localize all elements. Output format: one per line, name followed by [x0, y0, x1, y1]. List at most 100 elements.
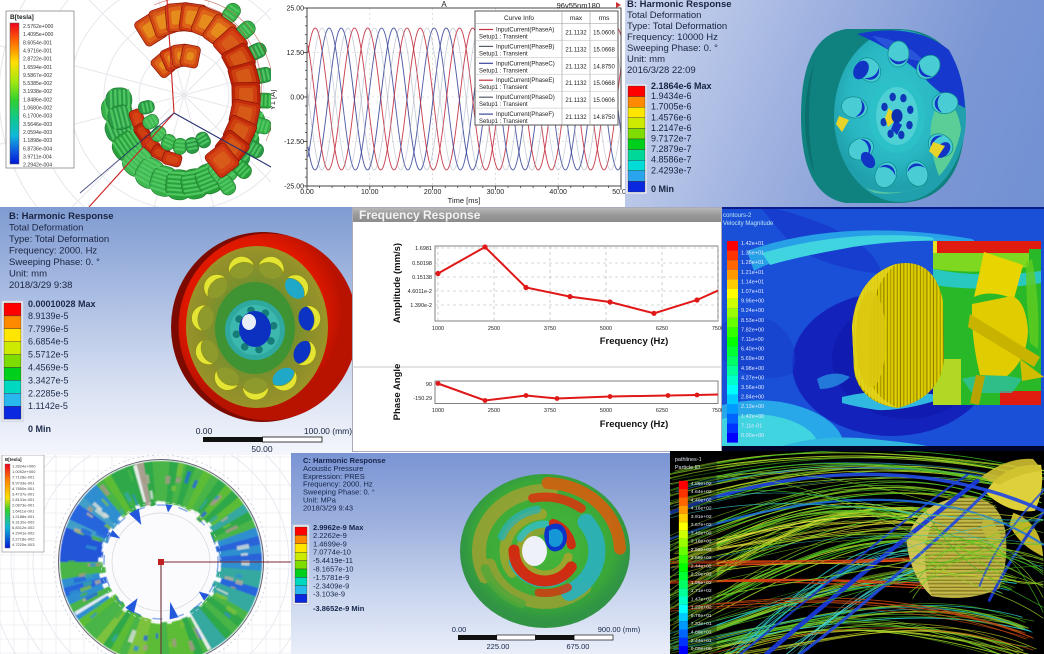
svg-text:7.2879e-7: 7.2879e-7: [651, 144, 692, 154]
svg-text:2.8722e-001: 2.8722e-001: [23, 57, 52, 63]
svg-text:4.40e+02: 4.40e+02: [691, 497, 712, 503]
svg-text:3750: 3750: [544, 408, 556, 414]
svg-text:90: 90: [426, 382, 432, 388]
svg-text:3.4737e-001: 3.4737e-001: [12, 492, 35, 497]
svg-text:40.00: 40.00: [549, 189, 567, 196]
svg-text:3.67e+02: 3.67e+02: [691, 522, 712, 528]
svg-text:2.0594e-003: 2.0594e-003: [23, 130, 52, 136]
svg-text:3.3427e-5: 3.3427e-5: [28, 375, 69, 385]
svg-text:C: Harmonic Response: C: Harmonic Response: [303, 456, 386, 465]
svg-text:4.89e+02: 4.89e+02: [691, 481, 712, 487]
svg-text:-2.3409e-9: -2.3409e-9: [313, 581, 349, 590]
svg-text:7.7996e-5: 7.7996e-5: [28, 324, 69, 334]
svg-text:contours-2: contours-2: [723, 213, 752, 219]
svg-text:14.8750: 14.8750: [593, 64, 615, 70]
svg-text:7.33e+01: 7.33e+01: [691, 621, 712, 627]
svg-text:3.5646e-003: 3.5646e-003: [23, 122, 52, 128]
svg-text:InputCurrent(PhaseE): InputCurrent(PhaseE): [496, 78, 554, 84]
svg-text:InputCurrent(PhaseC): InputCurrent(PhaseC): [496, 61, 555, 67]
svg-text:3.56e+00: 3.56e+00: [741, 385, 764, 391]
svg-text:2500: 2500: [488, 408, 500, 414]
svg-text:Particle ID: Particle ID: [675, 465, 700, 471]
svg-text:21.1132: 21.1132: [565, 81, 587, 87]
svg-text:6250: 6250: [656, 408, 668, 414]
svg-text:-1.5781e-9: -1.5781e-9: [313, 573, 349, 582]
svg-text:6.8312e-002: 6.8312e-002: [12, 525, 35, 530]
svg-text:0.00: 0.00: [196, 426, 213, 436]
svg-text:4.2941e-002: 4.2941e-002: [12, 531, 35, 536]
svg-text:15.0668: 15.0668: [593, 81, 615, 87]
svg-text:4.7220e-003: 4.7220e-003: [12, 542, 35, 547]
svg-text:1.2824e+000: 1.2824e+000: [12, 464, 36, 469]
svg-text:2.44e+02: 2.44e+02: [691, 563, 712, 569]
svg-text:B[tesla]: B[tesla]: [10, 14, 34, 21]
svg-text:0 Min: 0 Min: [651, 184, 674, 194]
svg-text:5.9733e-001: 5.9733e-001: [12, 480, 35, 485]
svg-text:1.6411e-001: 1.6411e-001: [12, 508, 35, 513]
svg-text:9.78e+01: 9.78e+01: [691, 613, 712, 619]
svg-text:B: Harmonic Response: B: Harmonic Response: [627, 0, 732, 10]
svg-text:2.0873e-001: 2.0873e-001: [12, 503, 35, 508]
svg-text:7.0774e-10: 7.0774e-10: [313, 548, 351, 557]
svg-text:2016/3/28 22:09: 2016/3/28 22:09: [627, 65, 696, 76]
svg-text:6.1700e-003: 6.1700e-003: [23, 114, 52, 120]
svg-text:Expression: PRES: Expression: PRES: [303, 472, 365, 481]
svg-text:0.00: 0.00: [290, 95, 304, 102]
svg-text:6.6854e-5: 6.6854e-5: [28, 337, 69, 347]
svg-text:2.2942e-004: 2.2942e-004: [23, 163, 52, 169]
svg-text:5000: 5000: [600, 326, 612, 332]
svg-text:1.71e+02: 1.71e+02: [691, 588, 712, 594]
svg-text:7500: 7500: [712, 408, 722, 414]
svg-text:0.00: 0.00: [300, 189, 314, 196]
svg-text:8.53e+00: 8.53e+00: [741, 318, 764, 324]
svg-text:-25.00: -25.00: [284, 184, 304, 191]
svg-text:InputCurrent(PhaseF): InputCurrent(PhaseF): [496, 112, 554, 118]
svg-text:4.16e+02: 4.16e+02: [691, 506, 712, 512]
svg-text:4.64e+02: 4.64e+02: [691, 489, 712, 495]
svg-text:Setup1 : Transient: Setup1 : Transient: [479, 102, 528, 108]
svg-text:20.00: 20.00: [424, 189, 442, 196]
svg-text:1.8486e-002: 1.8486e-002: [23, 97, 52, 103]
svg-text:9.7172e-7: 9.7172e-7: [651, 134, 692, 144]
svg-text:9.24e+00: 9.24e+00: [741, 308, 764, 314]
svg-text:1.35e+01: 1.35e+01: [741, 251, 764, 257]
svg-text:6.8736e-004: 6.8736e-004: [23, 146, 52, 152]
svg-text:1.96e+02: 1.96e+02: [691, 580, 712, 586]
svg-text:9.3132e-002: 9.3132e-002: [12, 520, 35, 525]
svg-text:7500: 7500: [712, 326, 722, 332]
svg-text:1.0680e-002: 1.0680e-002: [23, 106, 52, 112]
svg-text:6.40e+00: 6.40e+00: [741, 347, 764, 353]
svg-text:1000: 1000: [432, 326, 444, 332]
svg-text:1.4095e+000: 1.4095e+000: [23, 32, 54, 38]
svg-text:6250: 6250: [656, 326, 668, 332]
svg-text:Frequency: 2000. Hz: Frequency: 2000. Hz: [9, 246, 97, 257]
svg-text:Acoustic Pressure: Acoustic Pressure: [303, 464, 363, 473]
svg-text:2.2285e-5: 2.2285e-5: [28, 388, 69, 398]
svg-text:Unit: mm: Unit: mm: [627, 54, 665, 65]
svg-text:2018/3/29 9:38: 2018/3/29 9:38: [9, 280, 72, 291]
svg-text:rms: rms: [599, 15, 611, 22]
svg-text:-8.1657e-10: -8.1657e-10: [313, 565, 353, 574]
svg-text:Sweeping Phase: 0. °: Sweeping Phase: 0. °: [303, 488, 375, 497]
svg-text:7.11e-01: 7.11e-01: [741, 423, 762, 429]
svg-text:Setup1 : Transient: Setup1 : Transient: [479, 51, 528, 57]
svg-text:2.69e+02: 2.69e+02: [691, 555, 712, 561]
svg-text:7.11e+00: 7.11e+00: [741, 337, 764, 343]
svg-text:3.42e+02: 3.42e+02: [691, 530, 712, 536]
svg-text:1.22e+02: 1.22e+02: [691, 605, 712, 611]
svg-text:1.47e+02: 1.47e+02: [691, 596, 712, 602]
svg-text:B[tesla]: B[tesla]: [5, 457, 22, 462]
svg-text:1.4576e-6: 1.4576e-6: [651, 112, 692, 122]
svg-text:15.0668: 15.0668: [593, 47, 615, 53]
svg-text:2.20e+02: 2.20e+02: [691, 572, 712, 578]
svg-text:Setup1 : Transient: Setup1 : Transient: [479, 68, 528, 74]
svg-text:3.1938e-002: 3.1938e-002: [23, 89, 52, 95]
svg-text:1.9434e-6: 1.9434e-6: [651, 91, 692, 101]
svg-text:2.2718e-002: 2.2718e-002: [12, 536, 35, 541]
svg-text:0 Min: 0 Min: [28, 424, 51, 434]
svg-text:2.5762e+000: 2.5762e+000: [23, 24, 54, 30]
svg-text:1.1142e-5: 1.1142e-5: [28, 401, 68, 411]
svg-text:InputCurrent(PhaseB): InputCurrent(PhaseB): [496, 44, 554, 50]
svg-text:4.8586e-7: 4.8586e-7: [651, 155, 692, 165]
svg-text:Total Deformation: Total Deformation: [627, 10, 701, 21]
